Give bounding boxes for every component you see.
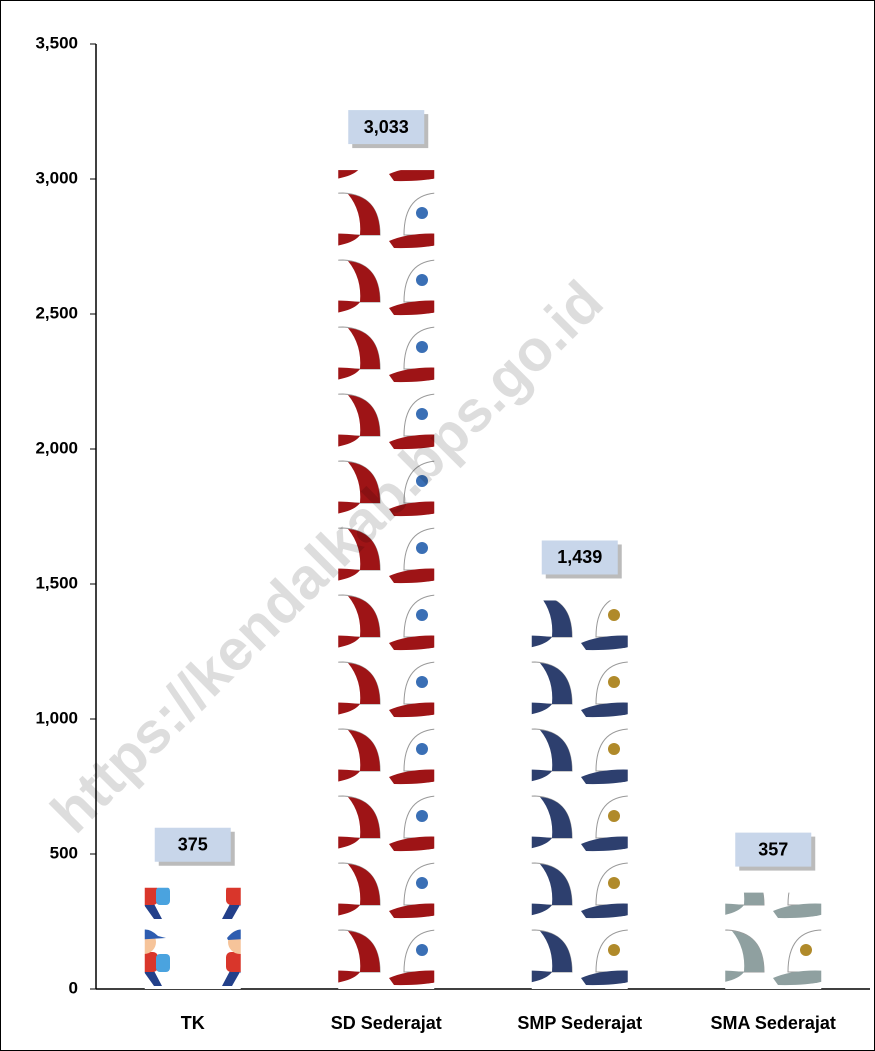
value-label: 375 xyxy=(178,835,208,855)
x-tick-label: SMP Sederajat xyxy=(517,1013,642,1033)
bar xyxy=(145,888,241,989)
y-tick-label: 3,500 xyxy=(35,33,78,52)
chart: 0 500 1,000 1,500 2,000 2,500 3,000 3,500 TK 375 S… xyxy=(0,0,875,1051)
x-tick-label: SD Sederajat xyxy=(331,1013,442,1033)
x-tick-label: SMA Sederajat xyxy=(711,1013,836,1033)
value-label: 3,033 xyxy=(364,117,409,137)
y-tick-label: 2,500 xyxy=(35,303,78,322)
y-tick-label: 1,000 xyxy=(35,708,78,727)
bar xyxy=(532,600,628,989)
y-tick-label: 2,000 xyxy=(35,438,78,457)
y-tick-label: 500 xyxy=(50,843,78,862)
value-label: 1,439 xyxy=(557,547,602,567)
x-tick-label: TK xyxy=(181,1013,205,1033)
bar xyxy=(338,170,434,989)
y-tick-label: 0 xyxy=(69,978,78,997)
y-tick-label: 3,000 xyxy=(35,168,78,187)
bar xyxy=(725,893,821,989)
y-tick-label: 1,500 xyxy=(35,573,78,592)
value-label: 357 xyxy=(758,839,788,859)
